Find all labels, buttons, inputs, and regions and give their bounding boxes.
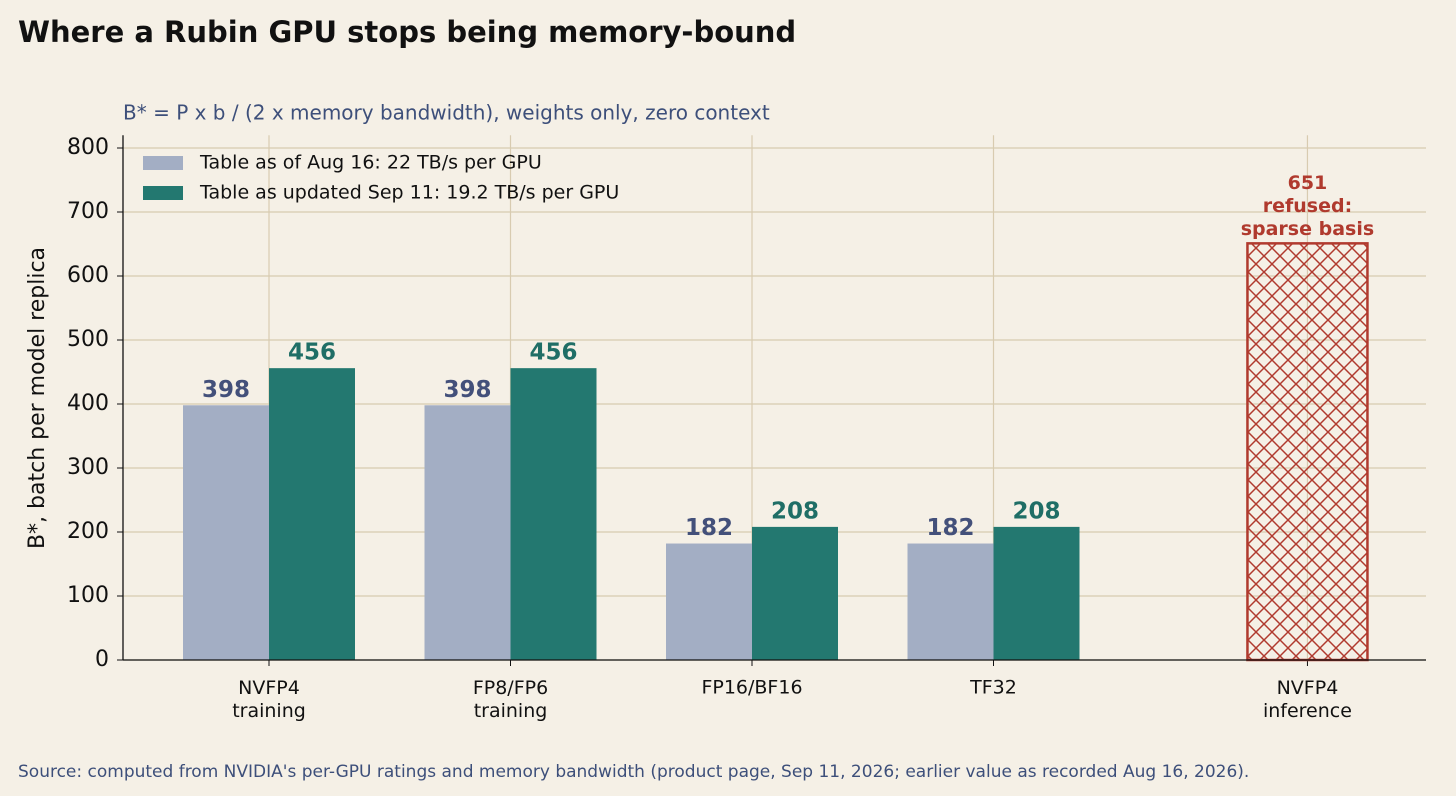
bar-value-label: 208 [771,498,819,524]
chart-title: Where a Rubin GPU stops being memory-bou… [18,15,796,49]
bar [183,405,269,660]
source-note: Source: computed from NVIDIA's per-GPU r… [18,762,1249,782]
y-tick-label: 200 [67,519,109,544]
bar-value-label: 398 [443,377,491,403]
legend-swatch [143,156,183,170]
bar-value-label: 651 [1288,172,1328,194]
bar [269,368,355,660]
x-tick-label: FP8/FP6 training [473,677,548,722]
x-tick-label: NVFP4 inference [1263,677,1352,722]
chart-subtitle: B* = P x b / (2 x memory bandwidth), wei… [123,101,770,125]
y-axis-label: B*, batch per model replica [25,247,50,549]
bar-value-label: 182 [685,515,733,541]
bar [666,543,752,660]
y-tick-label: 700 [67,199,109,224]
bar-value-label: 398 [202,377,250,403]
legend-label: Table as updated Sep 11: 19.2 TB/s per G… [199,182,619,204]
bar [907,543,994,660]
bar-value-label: 208 [1012,498,1060,524]
bar [510,368,597,660]
y-tick-label: 0 [95,647,109,672]
y-tick-label: 400 [67,391,109,416]
x-tick-label: NVFP4 training [232,677,306,722]
y-tick-label: 100 [67,583,109,608]
legend-swatch [143,186,183,200]
y-tick-label: 300 [67,455,109,480]
x-tick-label: FP16/BF16 [701,677,802,699]
bar-value-label: 456 [288,340,336,366]
bar [424,405,511,660]
bar-annotation: sparse basis [1241,218,1374,240]
bar-annotation: refused: [1263,195,1352,217]
x-tick-label: TF32 [969,677,1017,699]
bar-value-label: 456 [529,340,577,366]
bar-value-label: 182 [926,515,974,541]
y-tick-label: 600 [67,263,109,288]
legend-label: Table as of Aug 16: 22 TB/s per GPU [199,152,542,174]
y-tick-label: 800 [67,135,109,160]
bar [1246,242,1369,662]
y-tick-label: 500 [67,327,109,352]
bar [752,526,838,660]
bar [993,526,1080,660]
